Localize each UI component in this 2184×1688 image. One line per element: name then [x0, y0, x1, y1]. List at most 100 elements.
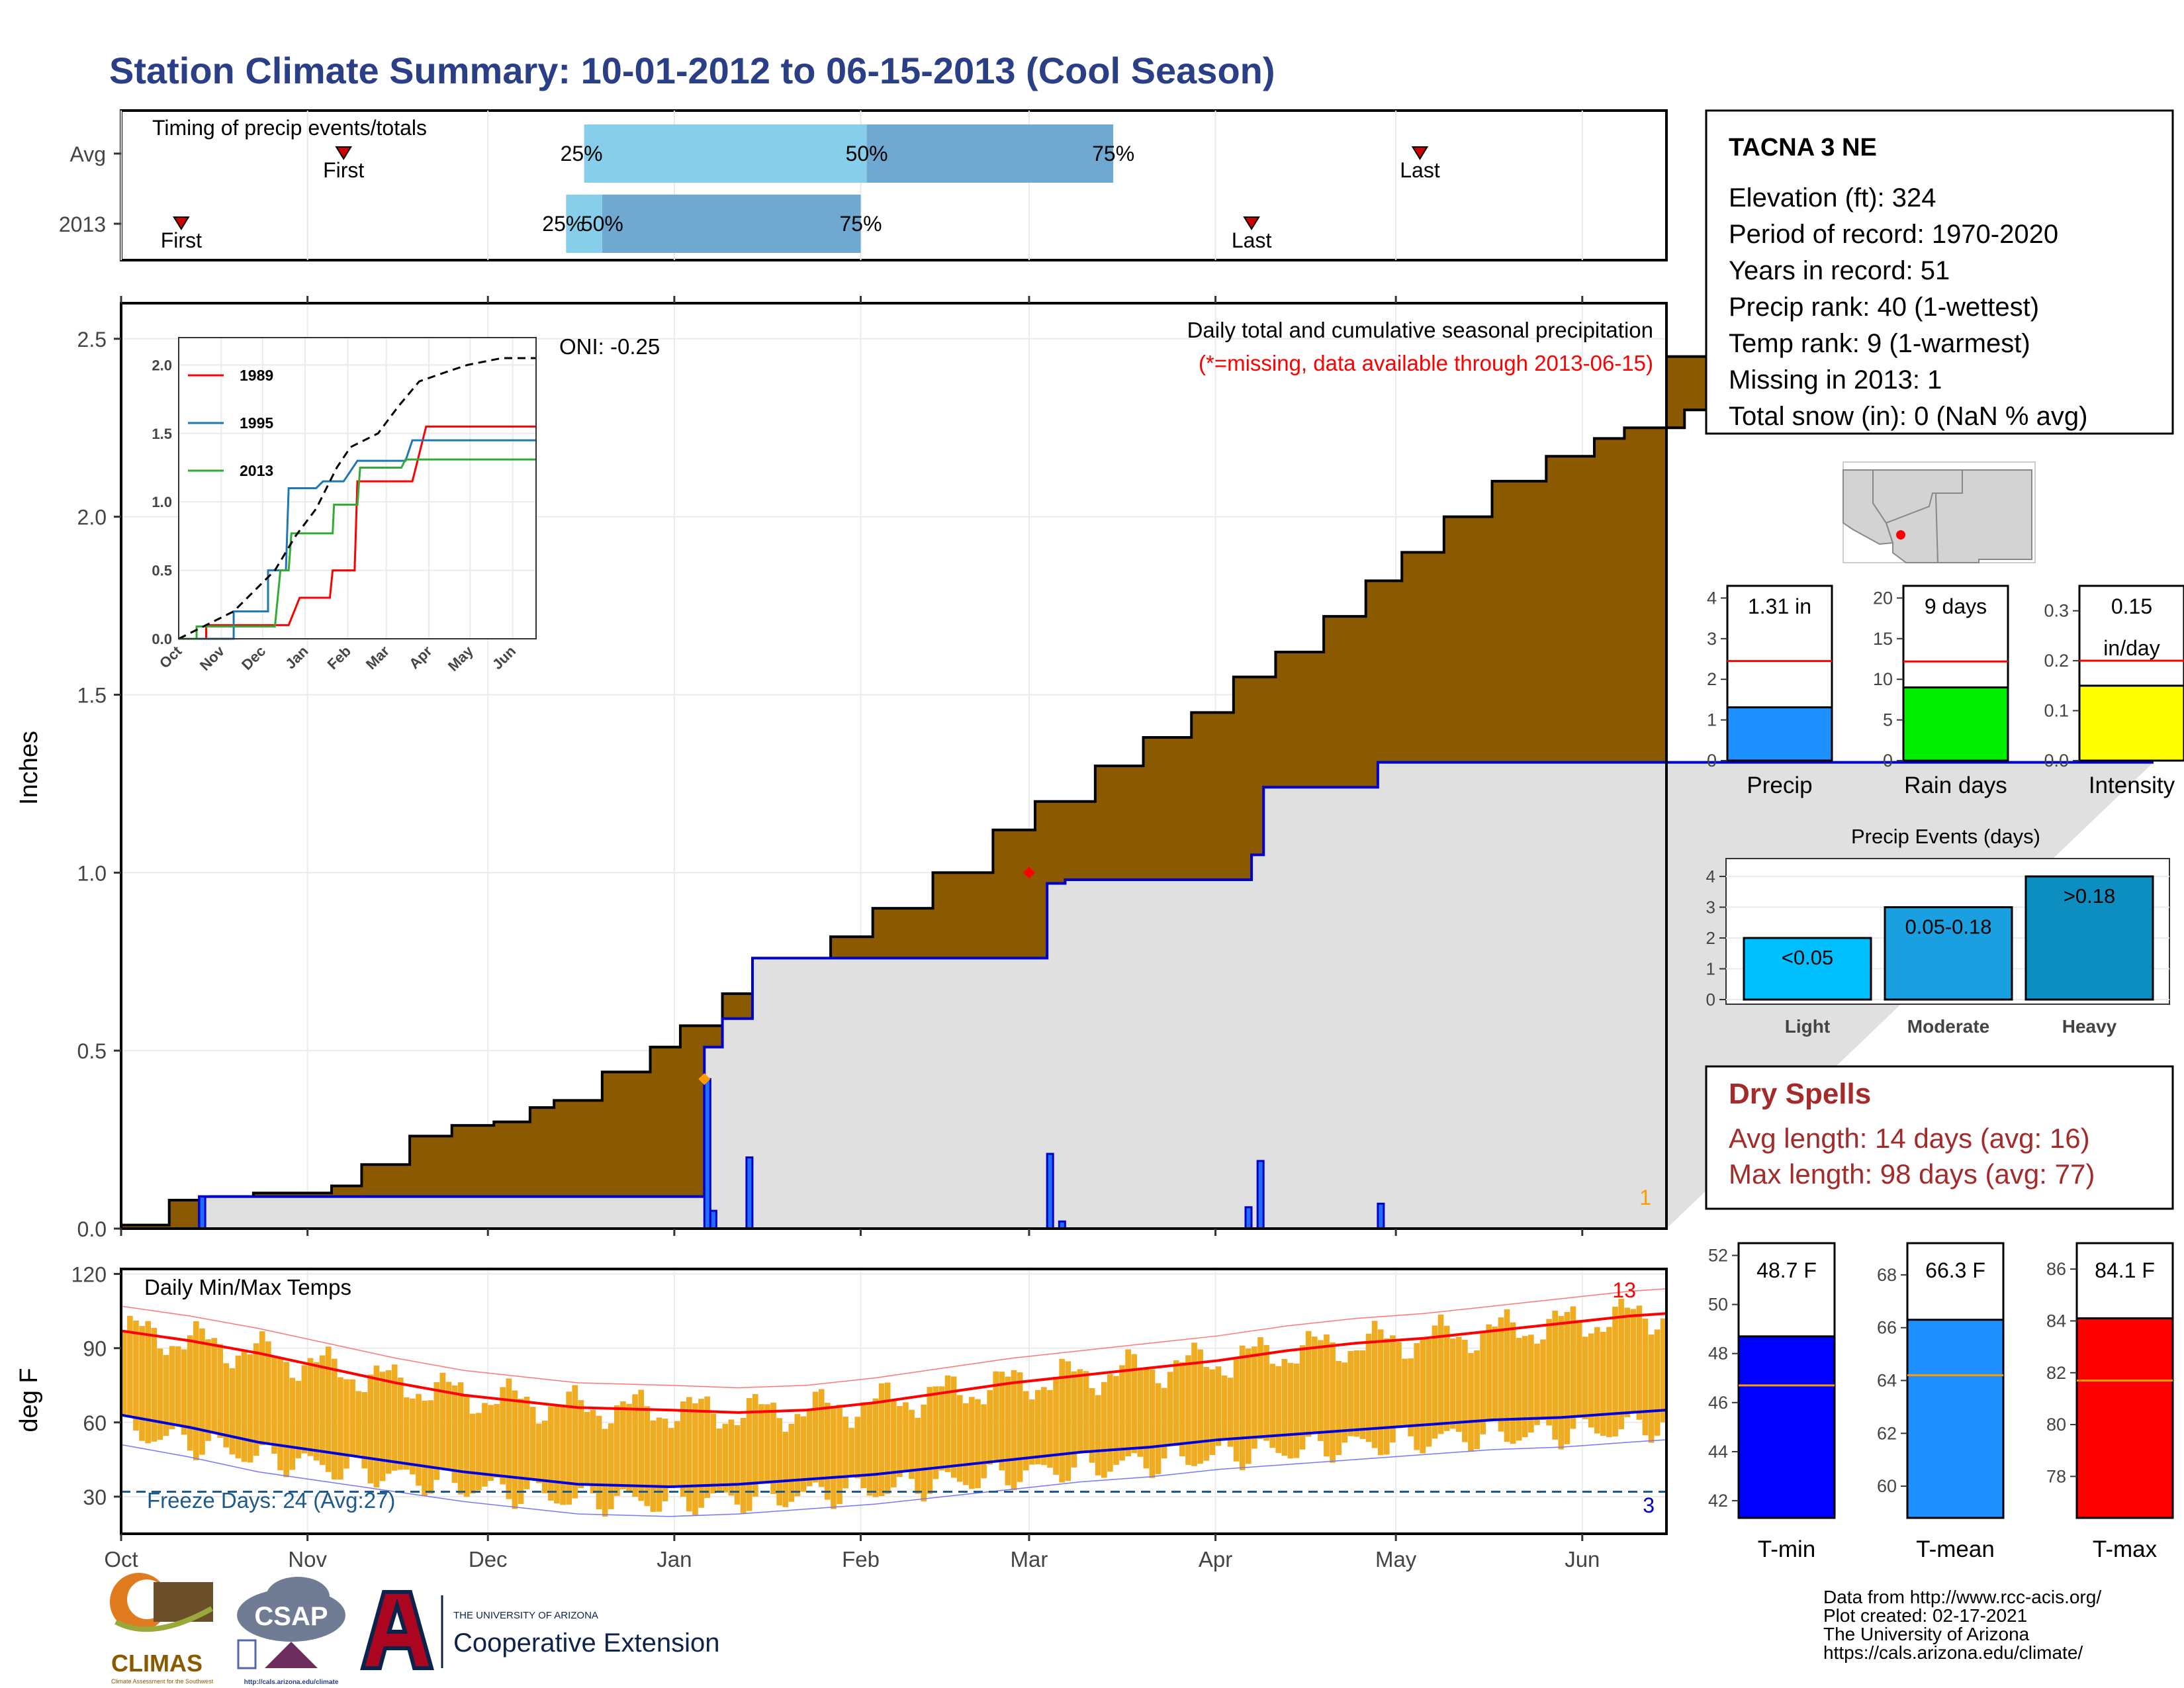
tsum-ytick-label-0-1: 44 — [1708, 1442, 1728, 1462]
timing-label-p50: 50% — [581, 212, 623, 236]
temp-daily-bar — [451, 1385, 458, 1483]
ua-a-glyph — [360, 1590, 434, 1670]
temp-daily-bar — [181, 1349, 187, 1435]
timing-marker-last — [1411, 146, 1429, 160]
inset-line-2013 — [179, 458, 536, 640]
temp-daily-bar — [265, 1341, 271, 1442]
timing-bar-50-75 — [602, 195, 861, 253]
tsum-value-label-2: 84.1 F — [2095, 1258, 2155, 1282]
inset-legend-label-2013: 2013 — [240, 462, 273, 479]
ptotal-ytick-label-0-4: 4 — [1707, 588, 1717, 608]
temp-daily-bar — [1522, 1336, 1528, 1437]
tsum-value-label-0: 48.7 F — [1756, 1258, 1817, 1282]
temp-daily-bar — [831, 1407, 837, 1509]
temp-daily-bar — [566, 1391, 572, 1505]
temp-count-low: 3 — [1643, 1493, 1655, 1517]
temp-daily-bar — [535, 1423, 542, 1483]
temp-daily-bar — [1648, 1335, 1655, 1443]
temp-daily-bar — [1498, 1317, 1504, 1432]
temp-daily-bar — [1636, 1305, 1643, 1420]
temp-daily-bar — [211, 1338, 217, 1434]
ua-big-text: Cooperative Extension — [453, 1628, 719, 1658]
events-ytick-label-1: 1 — [1706, 959, 1715, 978]
temp-daily-bar — [644, 1406, 651, 1507]
events-title: Precip Events (days) — [1851, 825, 2040, 848]
temp-daily-bar — [848, 1427, 854, 1477]
temp-daily-bar — [1546, 1319, 1552, 1426]
temp-daily-bar — [139, 1326, 145, 1441]
temp-daily-bar — [373, 1365, 380, 1488]
temp-daily-bar — [331, 1358, 338, 1479]
temp-daily-bar — [205, 1339, 211, 1441]
temp-ytick-label-2: 90 — [83, 1337, 107, 1361]
temp-daily-bar — [457, 1382, 464, 1495]
credit-line-created: Plot created: 02-17-2021 — [1823, 1605, 2027, 1626]
ptotal-bar-intensity — [2078, 684, 2184, 762]
temp-daily-bar — [1618, 1298, 1624, 1429]
temp-daily-bar — [1510, 1322, 1516, 1444]
temp-daily-bar — [1414, 1342, 1420, 1450]
inset-ytick-label-0: 0.0 — [152, 631, 172, 647]
temp-daily-bar — [355, 1391, 361, 1456]
events-bar-light — [1743, 937, 1872, 1001]
temp-daily-bar — [1305, 1331, 1312, 1437]
ptotal-ytick-label-0-0: 0 — [1707, 751, 1717, 771]
map-station-dot — [1896, 530, 1905, 539]
temp-daily-bar — [776, 1418, 782, 1506]
events-ytick-label-0: 0 — [1706, 990, 1715, 1009]
temp-avg-min-line — [120, 1409, 1667, 1488]
temp-daily-bar — [1582, 1336, 1588, 1420]
temp-daily-bar — [1077, 1369, 1083, 1453]
temp-daily-bar — [1570, 1306, 1576, 1429]
temp-daily-bar — [385, 1370, 392, 1474]
temp-daily-bar — [217, 1344, 224, 1438]
temp-daily-bar — [548, 1406, 554, 1501]
temp-daily-bar — [1023, 1391, 1029, 1471]
temp-daily-bar — [1155, 1383, 1161, 1474]
ptotal-category-label-0: Precip — [1747, 773, 1812, 798]
timing-label-last: Last — [1232, 228, 1272, 252]
temp-daily-bar — [445, 1382, 452, 1470]
temp-daily-bar — [950, 1376, 957, 1478]
temp-daily-bar — [806, 1410, 813, 1487]
temp-daily-bar — [319, 1355, 326, 1466]
tsum-ytick-label-2-3: 84 — [2046, 1311, 2066, 1331]
temp-series — [120, 1288, 1667, 1517]
temp-daily-bar — [909, 1409, 915, 1479]
temp-daily-bar — [884, 1382, 891, 1494]
temp-daily-bar — [1197, 1349, 1203, 1464]
csap-logo-text: CSAP — [254, 1602, 328, 1631]
tsum-ytick-label-1-3: 66 — [1877, 1318, 1897, 1338]
temp-daily-bar — [993, 1371, 999, 1460]
temp-daily-bar — [235, 1355, 242, 1459]
tsum-ytick-label-1-1: 62 — [1877, 1423, 1897, 1443]
ptotal-ytick-label-1-3: 15 — [1873, 629, 1893, 649]
temp-daily-bar — [734, 1425, 741, 1505]
temp-daily-bar — [1149, 1369, 1156, 1478]
ptotal-ytick-label-1-0: 0 — [1883, 751, 1893, 771]
temp-daily-bar — [794, 1414, 801, 1497]
inset-legend: 1989 1995 2013 — [188, 367, 273, 479]
tsum-bar-t-max — [2075, 1317, 2174, 1519]
temp-daily-bar — [1107, 1374, 1113, 1472]
timing-row-label-2013: 2013 — [59, 212, 106, 236]
temp-daily-bar — [121, 1331, 127, 1415]
ptotal-bar-rain-days — [1902, 686, 2009, 762]
temp-daily-bar — [1330, 1342, 1336, 1463]
timing-gridlines — [120, 111, 1583, 260]
ptotal-ytick-label-2-2: 0.2 — [2044, 651, 2069, 671]
month-label-feb: Feb — [842, 1547, 880, 1571]
events-category-label-2: Heavy — [2062, 1016, 2117, 1037]
climas-logo-subtext: Climate Assessment for the Southwest — [111, 1678, 214, 1685]
events-ytick-label-4: 4 — [1706, 867, 1715, 886]
temp-daily-bar — [1383, 1338, 1390, 1455]
temp-daily-bar — [1017, 1372, 1023, 1482]
temp-daily-bar — [746, 1397, 752, 1511]
temp-daily-bar — [1095, 1395, 1101, 1476]
ptotal-value-sublabel: in/day — [2103, 636, 2160, 660]
month-label-dec: Dec — [469, 1547, 508, 1571]
temp-daily-bar — [301, 1365, 308, 1454]
tsum-ytick-label-2-1: 80 — [2046, 1415, 2066, 1434]
temp-daily-bar — [596, 1415, 602, 1510]
